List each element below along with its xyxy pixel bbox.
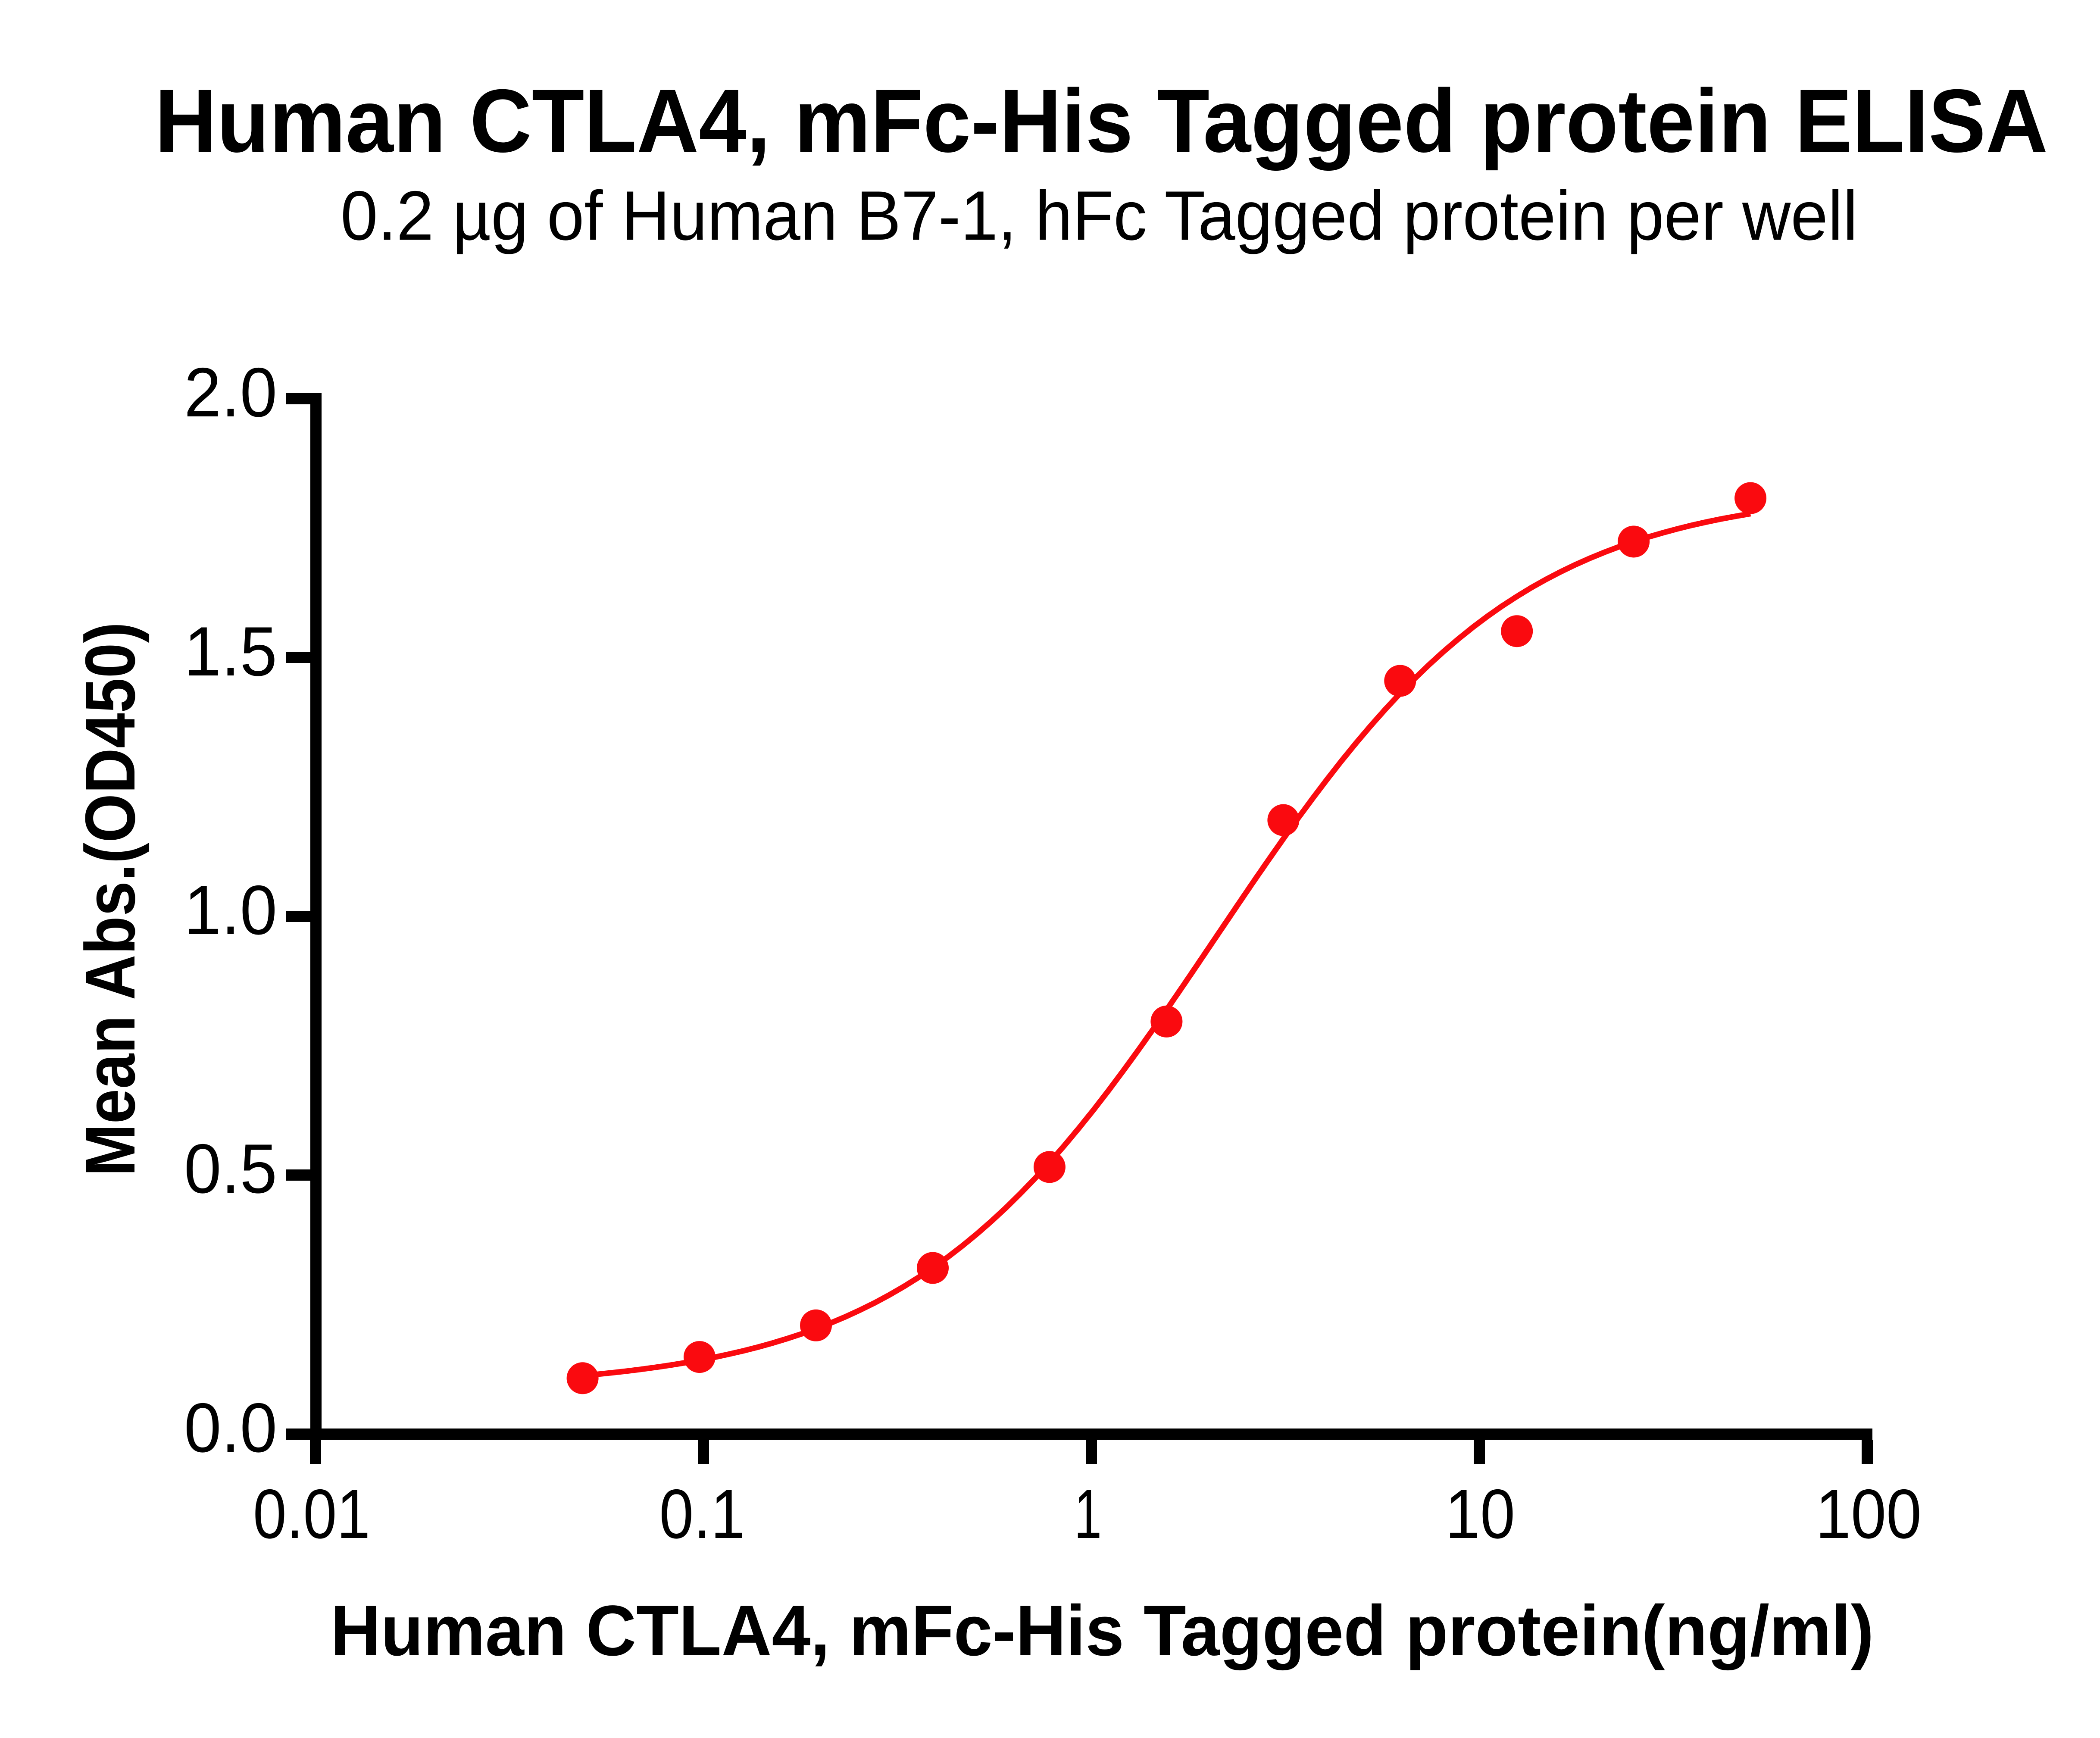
svg-text:1.0: 1.0	[184, 871, 277, 949]
svg-text:0.5: 0.5	[184, 1130, 277, 1208]
svg-text:10: 10	[1445, 1475, 1515, 1553]
svg-text:0.2 µg of Human B7-1, hFc Tagg: 0.2 µg of Human B7-1, hFc Tagged protein…	[341, 177, 1858, 255]
svg-text:0.01: 0.01	[253, 1475, 370, 1553]
svg-text:2.0: 2.0	[184, 353, 277, 431]
svg-text:0.1: 0.1	[659, 1475, 745, 1553]
svg-text:1: 1	[1074, 1475, 1102, 1553]
svg-text:Human CTLA4, mFc-His Tagged pr: Human CTLA4, mFc-His Tagged protein(ng/m…	[331, 1591, 1874, 1671]
svg-text:Human CTLA4, mFc-His Tagged pr: Human CTLA4, mFc-His Tagged protein ELIS…	[155, 71, 2048, 171]
svg-text:100: 100	[1816, 1475, 1922, 1553]
svg-text:1.5: 1.5	[184, 613, 277, 691]
svg-text:Mean Abs.(OD450): Mean Abs.(OD450)	[71, 622, 150, 1176]
svg-text:0.0: 0.0	[184, 1389, 277, 1467]
